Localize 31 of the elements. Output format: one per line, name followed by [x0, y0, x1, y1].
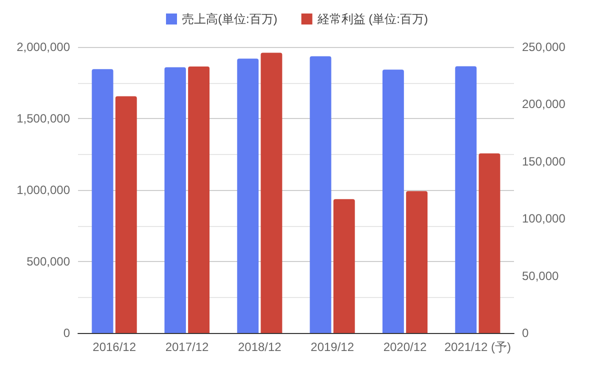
y2-tick-label: 100,000 — [522, 212, 566, 226]
bar — [478, 153, 500, 333]
bar — [406, 191, 428, 333]
x-tick-label: 2020/12 — [383, 340, 428, 354]
bar — [310, 56, 332, 333]
y-tick-label: 2,000,000 — [16, 40, 70, 54]
legend-label: 売上高(単位:百万) — [182, 12, 278, 26]
bar — [188, 66, 210, 333]
y2-tick-label: 50,000 — [522, 268, 560, 283]
legend-label: 経常利益 (単位:百万) — [316, 12, 428, 26]
y2-tick-label: 250,000 — [522, 40, 566, 54]
bar — [237, 58, 259, 333]
bar — [333, 199, 355, 333]
x-tick-label: 2018/12 — [238, 340, 282, 354]
bar — [260, 52, 282, 333]
x-tick-label: 2021/12 (予) — [444, 340, 512, 354]
x-tick-label: 2016/12 — [92, 340, 136, 354]
bar — [382, 70, 404, 333]
bar — [164, 67, 186, 333]
x-tick-label: 2019/12 — [310, 340, 354, 354]
y-tick-label: 1,000,000 — [16, 183, 70, 197]
bar — [115, 96, 137, 333]
bar — [455, 66, 477, 333]
y2-tick-label: 150,000 — [522, 154, 566, 168]
bar — [92, 69, 114, 333]
x-tick-label: 2017/12 — [165, 340, 210, 354]
y-tick-label: 500,000 — [26, 254, 70, 268]
y2-tick-label: 200,000 — [522, 97, 566, 112]
y-tick-label: 1,500,000 — [16, 112, 70, 126]
y2-tick-label: 0 — [522, 326, 529, 340]
y-tick-label: 0 — [63, 326, 70, 340]
